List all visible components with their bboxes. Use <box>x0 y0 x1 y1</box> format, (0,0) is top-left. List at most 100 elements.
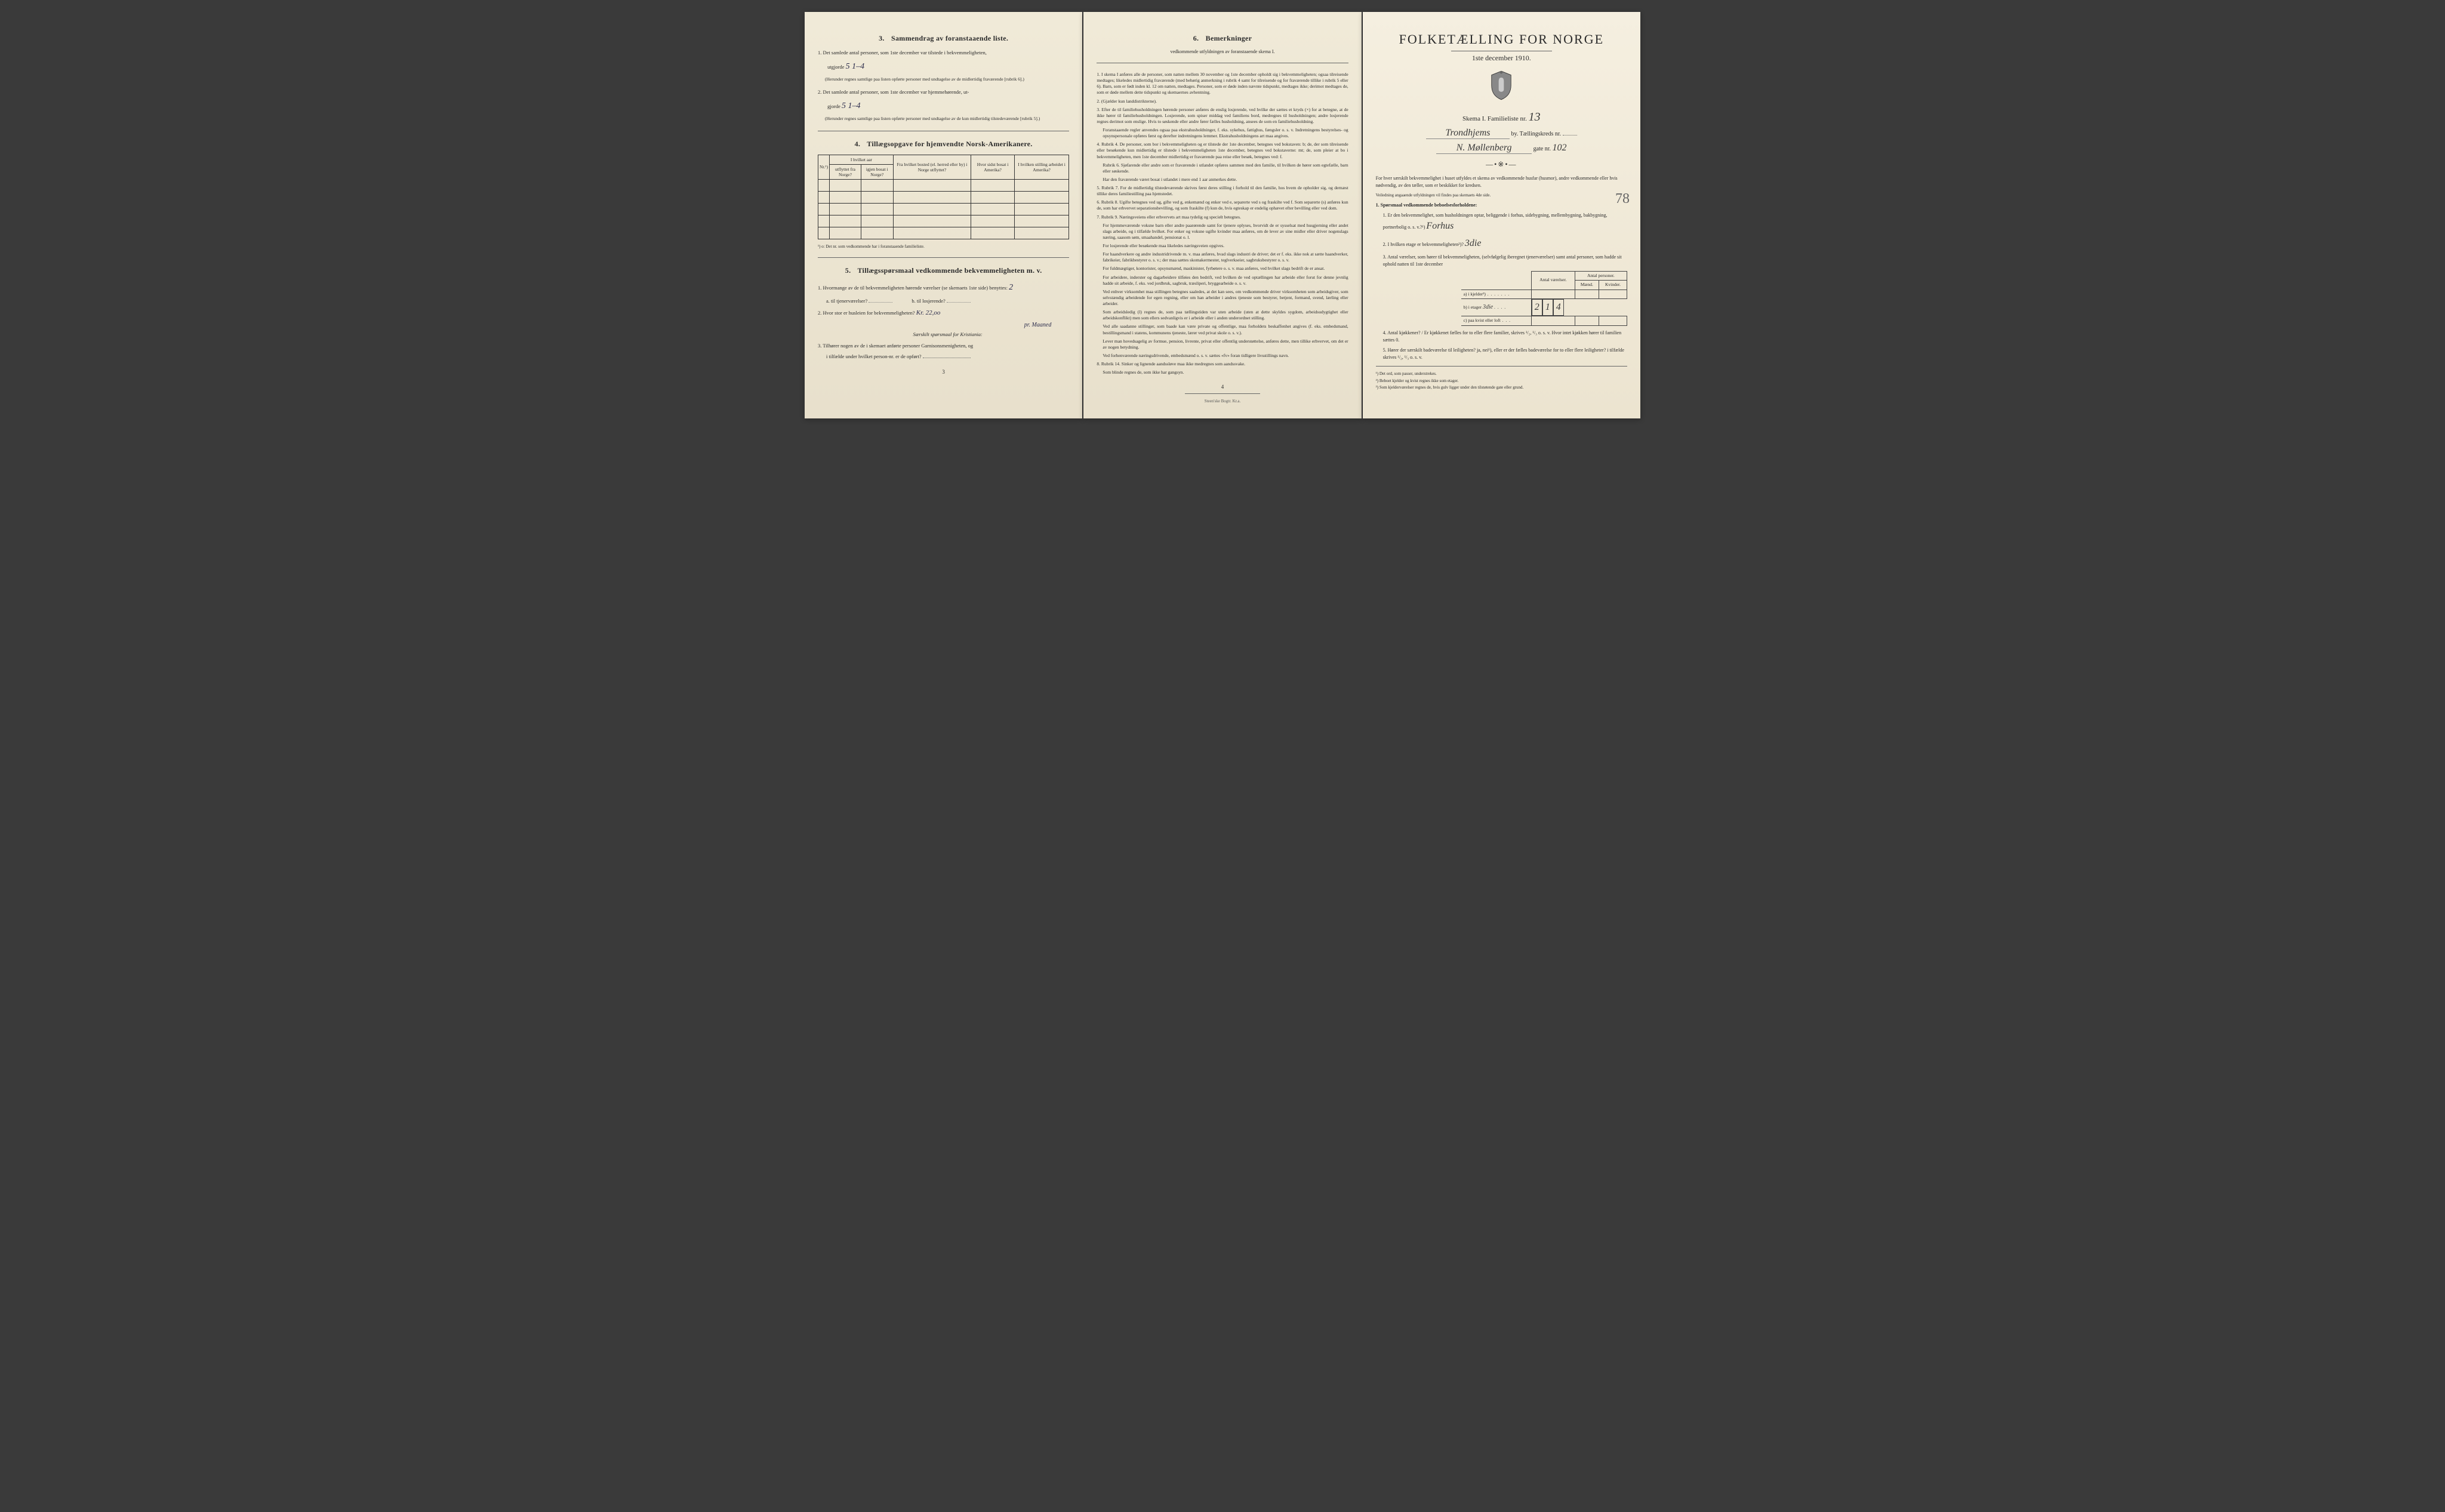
q1-2: 2. I hvilken etage er bekvemmeligheten²)… <box>1383 236 1627 251</box>
table-row <box>818 179 1069 191</box>
remark-1: 1. I skema I anføres alle de personer, s… <box>1097 72 1348 96</box>
s4-footnote: ¹) o: Det nr. som vedkommende har i fora… <box>818 244 1069 249</box>
q1-title: Spørsmaal vedkommende beboelsesforholden… <box>1381 202 1477 208</box>
q1-2-text: 2. I hvilken etage er bekvemmeligheten²)… <box>1383 242 1464 247</box>
skema-line: Skema I. Familieliste nr. 13 <box>1376 110 1627 124</box>
remark-8: 8. Rubrik 14. Sinker og lignende aandssl… <box>1097 361 1348 367</box>
th-stilling: I hvilken stilling arbeidet i Amerika? <box>1014 155 1068 179</box>
r7h-text: Som arbeidsledig (l) regnes de, som paa … <box>1103 309 1348 321</box>
page-right: FOLKETÆLLING FOR NORGE 1ste december 191… <box>1363 12 1640 418</box>
val-women: 4 <box>1553 299 1564 316</box>
room-count-table: Antal værelser. Antal personer. Mænd. Kv… <box>1461 271 1627 326</box>
section-6-title: 6. Bemerkninger <box>1097 34 1348 43</box>
s5-q2-hw: Kr. 22,oo <box>916 309 941 316</box>
r7f-text: For arbeidere, inderster og dagarbeidere… <box>1103 275 1348 287</box>
city-label: by. Tællingskreds nr. <box>1511 131 1562 137</box>
s5-q2: 2. Hvor stor er husleien for bekvemmelig… <box>818 308 1069 318</box>
intro-text: For hver særskilt bekvemmelighet i huset… <box>1376 175 1627 189</box>
q1-4-text: 4. Antal kjøkkener? / Er kjøkkenet fælle… <box>1383 330 1627 344</box>
r1-text: I skema I anføres alle de personer, som … <box>1097 72 1348 95</box>
s3-q2-answer: gjorde 5 1–4 <box>818 100 1069 112</box>
r8-text: Rubrik 14. Sinker og lignende aandssløve… <box>1101 361 1245 367</box>
th-persons: Antal personer. <box>1575 271 1627 281</box>
remark-3: 3. Efter de til familiehusholdningen hør… <box>1097 107 1348 125</box>
footnote-3: ³) Som kjelderværelser regnes de, hvis g… <box>1376 385 1627 391</box>
ornament-icon: ―•※•― <box>1376 160 1627 169</box>
s3-q1-handwritten: 5 1–4 <box>846 62 865 71</box>
page-center: 6. Bemerkninger vedkommende utfyldningen… <box>1083 12 1361 418</box>
remark-6: 6. Rubrik 8. Ugifte betegnes ved ug, gif… <box>1097 199 1348 211</box>
q1-3-text: 3. Antal værelser, som hører til bekvemm… <box>1383 254 1627 268</box>
r6-lead: 6. <box>1097 199 1100 205</box>
row-a-label: a) i kjelder³) . . . . . . . <box>1461 290 1532 299</box>
footnote-list: ¹) Det ord, som passer, understrekes. ²)… <box>1376 371 1627 391</box>
s5-q1-ab: a. til tjenerværelser? b. til losjerende… <box>826 297 1069 305</box>
remark-5: 5. Rubrik 7. For de midlertidig tilstede… <box>1097 185 1348 197</box>
r8-lead: 8. <box>1097 361 1100 367</box>
r4-text: Rubrik 4. De personer, som bor i bekvemm… <box>1097 141 1348 159</box>
section-6-num: 6. <box>1193 34 1199 42</box>
s5-q3-text: Tilhører nogen av de i skemaet anførte p… <box>823 343 973 349</box>
r4-lead: 4. <box>1097 141 1100 147</box>
right-body: For hver særskilt bekvemmelighet i huset… <box>1376 175 1627 391</box>
val-men: 1 <box>1542 299 1553 316</box>
r7k-text: Ved forhenværende næringsdrivende, embed… <box>1103 353 1348 359</box>
section-6-text: Bemerkninger <box>1206 34 1252 42</box>
remark-7: 7. Rubrik 9. Næringsveiens eller erhverv… <box>1097 214 1348 220</box>
r7b-text: For hjemmeværende voksne barn eller andr… <box>1103 223 1348 241</box>
q1-sub-block: 1. Er den bekvemmelighet, som husholdnin… <box>1383 212 1627 361</box>
s3-q2-handwritten: 5 1–4 <box>842 101 861 110</box>
emigrant-table: Nr.¹) I hvilket aar Fra hvilket bosted (… <box>818 155 1069 239</box>
th-bosted: Fra hvilket bosted (el. herred eller by)… <box>893 155 971 179</box>
remark-2: 2. (Gjælder kun landdistrikterne). <box>1097 98 1348 104</box>
th-aar: I hvilket aar <box>830 155 894 164</box>
skema-label: Skema I. Familieliste nr. <box>1462 115 1527 122</box>
r7e-text: For fuldmægtiger, kontorister, opsynsmæn… <box>1103 266 1348 272</box>
footnote-2: ²) Beboet kjelder og kvist regnes ikke s… <box>1376 378 1627 384</box>
r4c-text: Har den fraværende været bosat i utlande… <box>1103 177 1348 183</box>
street-line: N. Møllenberg gate nr. 102 <box>1376 143 1627 154</box>
s3-q1-num: 1. <box>818 50 821 56</box>
s3-q2-prefix: gjorde <box>827 103 840 109</box>
q1-1: 1. Er den bekvemmelighet, som husholdnin… <box>1383 212 1627 233</box>
kreds-number-pencil: 78 <box>1615 191 1630 207</box>
s5-q1a: a. til tjenerværelser? <box>826 298 867 304</box>
q1-2-hw: 3die <box>1465 236 1482 251</box>
s5-q3b-text: i tilfælde under hvilket person-nr. er d… <box>826 353 922 359</box>
census-title: FOLKETÆLLING FOR NORGE <box>1376 32 1627 47</box>
s3-q1-answer: utgjorde 5 1–4 <box>818 60 1069 73</box>
s5-q1-hw: 2 <box>1009 283 1013 292</box>
skema-number-hw: 13 <box>1529 110 1541 124</box>
r7-text: Rubrik 9. Næringsveiens eller erhvervets… <box>1101 214 1241 220</box>
section-3-num: 3. <box>879 34 885 42</box>
coat-of-arms-icon <box>1376 70 1627 102</box>
row-c-label: c) paa kvist eller loft . . . <box>1461 316 1532 326</box>
th-rooms: Antal værelser. <box>1531 271 1575 290</box>
remark-4: 4. Rubrik 4. De personer, som bor i bekv… <box>1097 141 1348 159</box>
table-row <box>818 227 1069 239</box>
street-hw: N. Møllenberg <box>1436 143 1532 154</box>
th-men: Mænd. <box>1575 281 1599 290</box>
s3-q2-note: (Herunder regnes samtlige paa listen opf… <box>825 116 1069 122</box>
street-label: gate nr. <box>1533 146 1551 152</box>
r3b-text: Foranstaaende regler anvendes ogsaa paa … <box>1103 127 1348 139</box>
section-4-num: 4. <box>855 140 861 148</box>
r7i-text: Ved alle saadanne stillinger, som baade … <box>1103 324 1348 335</box>
s3-q1-prefix: utgjorde <box>827 64 844 70</box>
table-row: a) i kjelder³) . . . . . . . <box>1461 290 1627 299</box>
page-number-4: 4 <box>1097 384 1348 390</box>
s3-q1: 1. Det samlede antal personer, som 1ste … <box>818 49 1069 57</box>
s5-q1-num: 1. <box>818 285 821 291</box>
r7j-text: Lever man hovedsagelig av formue, pensio… <box>1103 338 1348 350</box>
table-row: c) paa kvist eller loft . . . <box>1461 316 1627 326</box>
r3-text: Efter de til familiehusholdningen hørend… <box>1097 107 1348 124</box>
q1-5-text: 5. Hører der særskilt badeværelse til le… <box>1383 347 1627 361</box>
th-sidst: Hvor sidst bosat i Amerika? <box>971 155 1015 179</box>
section-4-title: 4. Tillægsopgave for hjemvendte Norsk-Am… <box>818 140 1069 149</box>
city-line: Trondhjems by. Tællingskreds nr. <box>1376 128 1627 139</box>
section-6-subtitle: vedkommende utfyldningen av foranstaaend… <box>1097 49 1348 54</box>
s5-q1: 1. Hvormange av de til bekvemmeligheten … <box>818 281 1069 294</box>
s3-q2-num: 2. <box>818 89 821 95</box>
s5-q3-num: 3. <box>818 343 821 349</box>
r7c-text: For losjerende eller besøkende maa likel… <box>1103 243 1348 249</box>
